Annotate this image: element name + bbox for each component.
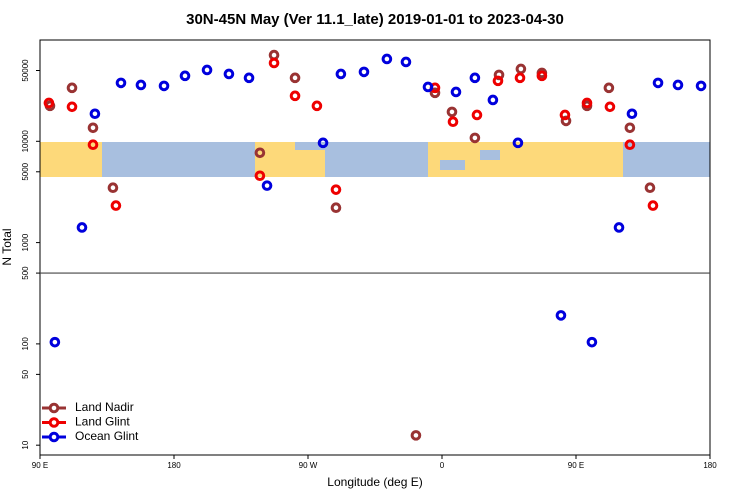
data-point — [450, 86, 462, 98]
data-point — [644, 182, 656, 194]
y-tick-label: 50 — [21, 369, 30, 378]
data-point — [243, 72, 255, 84]
data-point — [469, 72, 481, 84]
data-point — [492, 75, 504, 87]
data-point — [493, 69, 505, 81]
data-point — [89, 108, 101, 120]
data-point — [317, 137, 329, 149]
data-point — [335, 68, 347, 80]
data-point — [410, 430, 422, 441]
data-point — [555, 310, 567, 321]
data-point — [135, 79, 147, 91]
data-point — [43, 97, 55, 109]
x-tick-label: 0 — [440, 461, 445, 470]
legend-label: Ocean Glint — [75, 429, 139, 443]
data-point — [110, 200, 122, 211]
data-point — [76, 222, 88, 233]
x-tick-label: 180 — [167, 461, 181, 470]
data-point — [311, 100, 323, 112]
data-point — [695, 80, 707, 92]
data-point — [560, 115, 572, 127]
chart-title: 30N-45N May (Ver 11.1_late) 2019-01-01 t… — [186, 11, 564, 28]
data-point — [586, 336, 598, 348]
legend-marker — [48, 402, 60, 414]
data-point — [446, 106, 458, 118]
legend-label: Land Nadir — [75, 400, 134, 414]
x-tick-label: 90 E — [32, 461, 48, 470]
y-tick-label: 10 — [21, 440, 30, 449]
data-point — [422, 81, 434, 93]
data-point — [179, 70, 191, 82]
plot-frame — [39, 39, 711, 456]
data-point — [652, 77, 664, 89]
data-point — [66, 82, 78, 94]
y-tick-label: 5000 — [21, 162, 30, 180]
x-tick-label: 90 W — [299, 461, 318, 470]
data-point — [604, 101, 616, 113]
data-point — [254, 170, 266, 182]
data-point — [515, 63, 527, 75]
data-point — [254, 147, 266, 159]
data-point — [429, 87, 441, 99]
data-point — [201, 64, 213, 76]
data-point — [289, 90, 301, 102]
map-band — [40, 142, 710, 177]
data-point — [471, 109, 483, 121]
legend-marker — [48, 431, 60, 443]
data-point — [358, 66, 370, 78]
legend-marker — [48, 417, 60, 428]
data-point — [66, 101, 78, 113]
data-point — [330, 184, 342, 195]
data-point — [624, 139, 636, 151]
x-tick-label: 180 — [703, 461, 717, 470]
data-point — [624, 122, 636, 134]
data-point — [603, 82, 615, 94]
data-point — [613, 222, 625, 233]
data-point — [115, 77, 127, 89]
data-point — [268, 57, 280, 69]
data-point — [487, 94, 499, 106]
data-point — [514, 72, 526, 84]
data-point — [647, 200, 659, 211]
y-axis-label: N Total — [0, 228, 14, 265]
legend-label: Land Glint — [75, 415, 130, 429]
data-point — [381, 53, 393, 65]
data-point — [223, 68, 235, 80]
data-point — [536, 70, 548, 82]
y-tick-label: 10000 — [21, 130, 30, 153]
data-point — [87, 122, 99, 134]
y-tick-label: 50000 — [21, 59, 30, 82]
data-point — [469, 132, 481, 144]
data-point — [158, 80, 170, 92]
y-tick-label: 500 — [21, 266, 30, 280]
data-point — [87, 139, 99, 151]
data-point — [107, 182, 119, 194]
y-tick-label: 100 — [21, 337, 30, 351]
data-point — [261, 180, 273, 191]
data-point — [672, 79, 684, 91]
data-point — [330, 202, 342, 214]
data-point — [289, 72, 301, 84]
x-tick-label: 90 E — [568, 461, 584, 470]
data-point — [626, 108, 638, 120]
x-axis-label: Longitude (deg E) — [327, 475, 422, 489]
data-point — [512, 137, 524, 149]
data-point — [400, 56, 412, 68]
data-point — [49, 336, 61, 348]
data-point — [447, 116, 459, 128]
y-tick-label: 1000 — [21, 233, 30, 251]
data-point — [581, 97, 593, 109]
data-point — [559, 109, 571, 121]
